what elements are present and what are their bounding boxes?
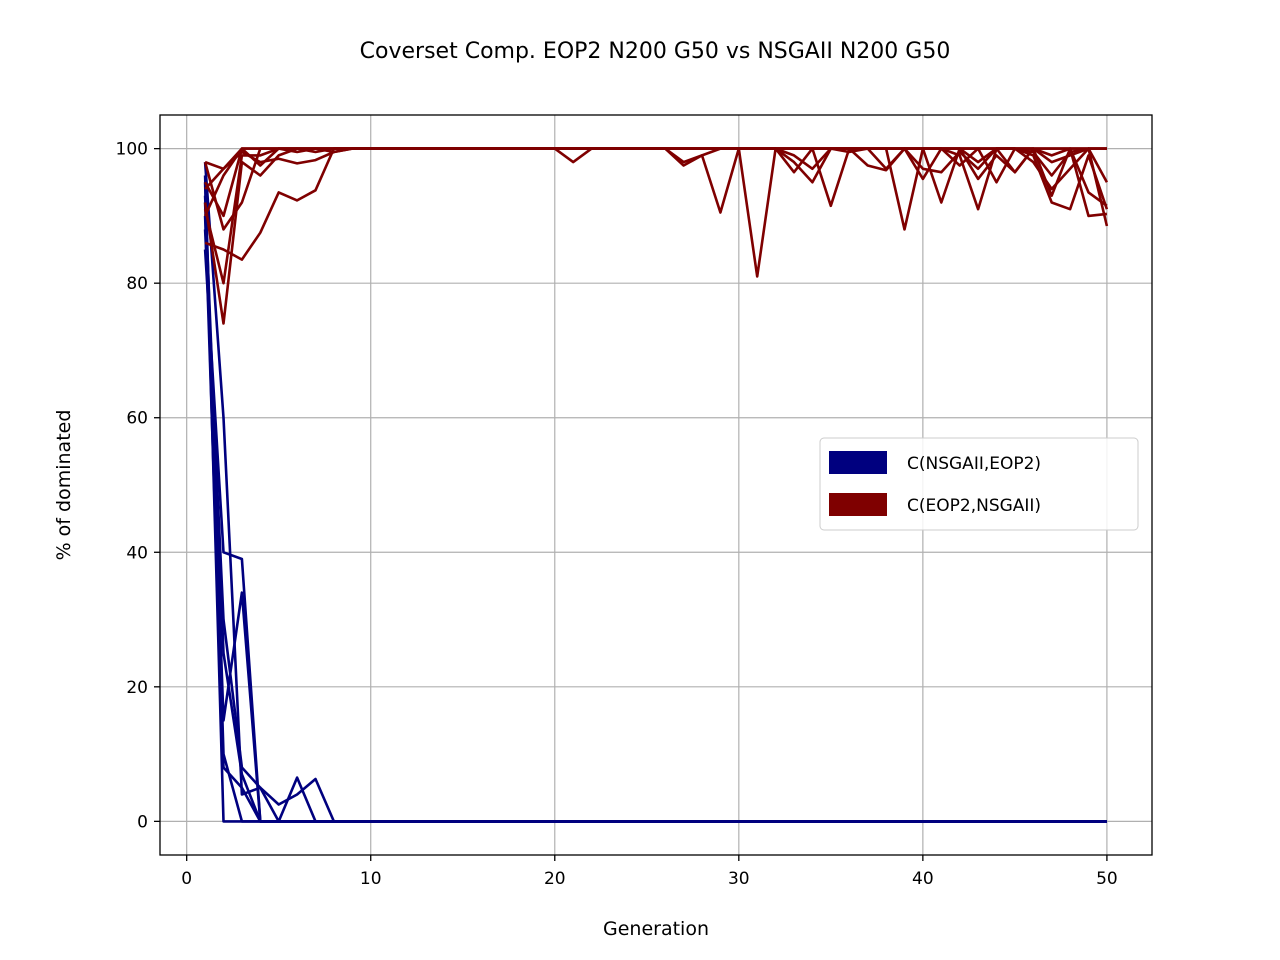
- series-1: [203, 147, 1109, 325]
- y-axis-label: % of dominated: [53, 410, 75, 561]
- x-tick-label: 0: [181, 869, 192, 889]
- x-axis-label: Generation: [603, 918, 709, 940]
- legend-swatch-eop2-nsgaii: [829, 493, 887, 516]
- legend-box: [819, 437, 1139, 531]
- y-tick-label: 40: [126, 543, 148, 563]
- x-tick-label: 10: [360, 869, 382, 889]
- plot-frame: [159, 114, 1153, 856]
- series-line: [203, 147, 1107, 218]
- x-tick-label: 30: [728, 869, 750, 889]
- x-tick-label: 20: [544, 869, 566, 889]
- y-tick-label: 60: [126, 409, 148, 429]
- legend: C(NSGAII,EOP2) C(EOP2,NSGAII): [819, 437, 1139, 531]
- legend-swatch-nsgaii-eop2: [829, 451, 887, 474]
- y-tick-label: 80: [126, 274, 148, 294]
- x-tick-label: 40: [912, 869, 934, 889]
- chart-title: Coverset Comp. EOP2 N200 G50 vs NSGAII N…: [360, 39, 951, 64]
- x-tick-label: 50: [1096, 869, 1118, 889]
- series-0: [203, 162, 1107, 823]
- y-tick-label: 0: [137, 812, 148, 832]
- series-line: [203, 195, 1107, 823]
- y-tick-label: 20: [126, 678, 148, 698]
- series-lines: [203, 147, 1109, 823]
- series-line: [203, 162, 1107, 823]
- legend-label-nsgaii-eop2: C(NSGAII,EOP2): [907, 454, 1041, 474]
- series-line: [204, 147, 1109, 261]
- axis-ticks: 0 10 20 30 40 50 0 20 40 60 80 100: [116, 140, 1118, 889]
- y-tick-label: 100: [116, 140, 148, 160]
- legend-label-eop2-nsgaii: C(EOP2,NSGAII): [907, 496, 1041, 516]
